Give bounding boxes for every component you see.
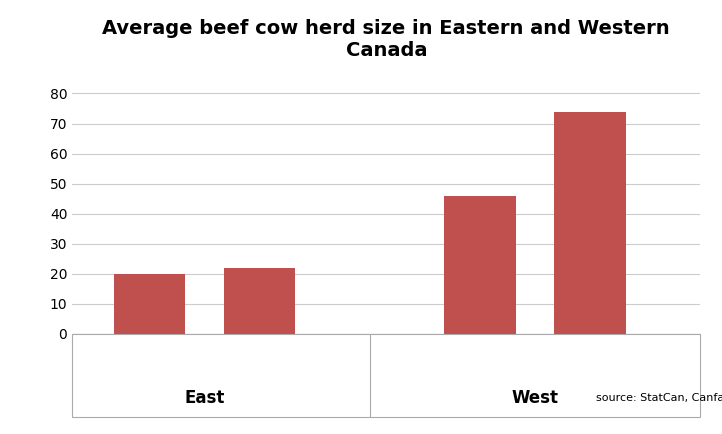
Bar [113, 274, 185, 334]
Text: West: West [512, 389, 559, 408]
Bar [224, 268, 295, 334]
Text: source: StatCan, Canfax: source: StatCan, Canfax [596, 394, 722, 404]
Bar [444, 196, 516, 334]
Bar [554, 112, 626, 334]
Title: Average beef cow herd size in Eastern and Western
Canada: Average beef cow herd size in Eastern an… [103, 19, 670, 59]
Text: East: East [184, 389, 225, 408]
FancyBboxPatch shape [72, 334, 700, 417]
